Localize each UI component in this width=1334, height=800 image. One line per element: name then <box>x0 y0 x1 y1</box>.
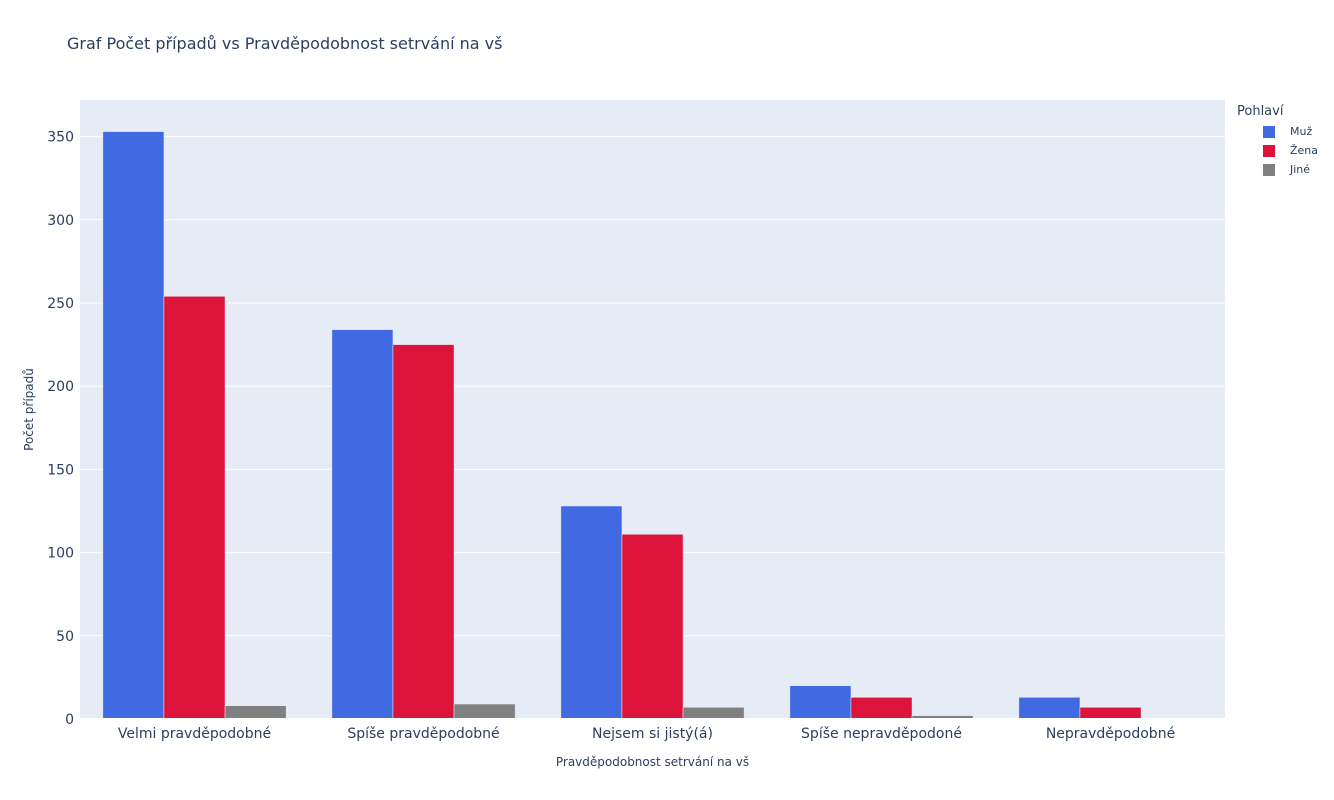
legend-title: Pohlaví <box>1237 104 1284 119</box>
y-tick-label: 50 <box>56 629 74 645</box>
bar-Žena <box>850 697 913 720</box>
legend-item-Žena[interactable]: Žena <box>1263 144 1318 157</box>
x-tick-label: Nepravděpodobné <box>1046 726 1175 742</box>
legend-item-Muž[interactable]: Muž <box>1263 125 1312 138</box>
y-tick-label: 300 <box>47 213 74 229</box>
y-tick-label: 100 <box>47 546 74 562</box>
y-axis-label: Počet případů <box>22 368 36 451</box>
legend-swatch <box>1263 125 1275 138</box>
legend-label: Žena <box>1290 144 1319 157</box>
bar-Žena <box>1079 707 1142 720</box>
bar-Muž <box>560 505 623 720</box>
bar-Muž <box>102 131 165 720</box>
y-tick-label: 350 <box>47 130 74 146</box>
x-tick-label: Spíše pravděpodobné <box>347 726 499 742</box>
x-tick-label: Spíše nepravděpodoné <box>801 726 962 742</box>
bar-Jiné <box>453 703 516 720</box>
bar-Žena <box>163 296 226 720</box>
y-tick-label: 0 <box>65 712 74 728</box>
x-tick-label: Nejsem si jistý(á) <box>592 726 713 742</box>
legend-label: Muž <box>1290 125 1313 138</box>
legend-label: Jiné <box>1290 163 1311 176</box>
bar-Muž <box>789 685 852 720</box>
legend-item-Jiné[interactable]: Jiné <box>1263 163 1310 176</box>
x-tick-label: Velmi pravděpodobné <box>118 726 271 742</box>
bar-Žena <box>621 534 684 720</box>
chart-title: Graf Počet případů vs Pravděpodobnost se… <box>67 34 503 53</box>
y-tick-label: 200 <box>47 379 74 395</box>
bar-Muž <box>1018 697 1081 720</box>
y-tick-label: 150 <box>47 462 74 478</box>
legend-swatch <box>1263 144 1275 157</box>
bar-Jiné <box>224 705 287 720</box>
y-tick-label: 250 <box>47 296 74 312</box>
bar-Muž <box>331 329 394 720</box>
bar-Žena <box>392 344 455 720</box>
bar-Jiné <box>682 707 745 720</box>
legend-swatch <box>1263 163 1275 176</box>
x-axis-label: Pravděpodobnost setrvání na vš <box>556 755 749 769</box>
